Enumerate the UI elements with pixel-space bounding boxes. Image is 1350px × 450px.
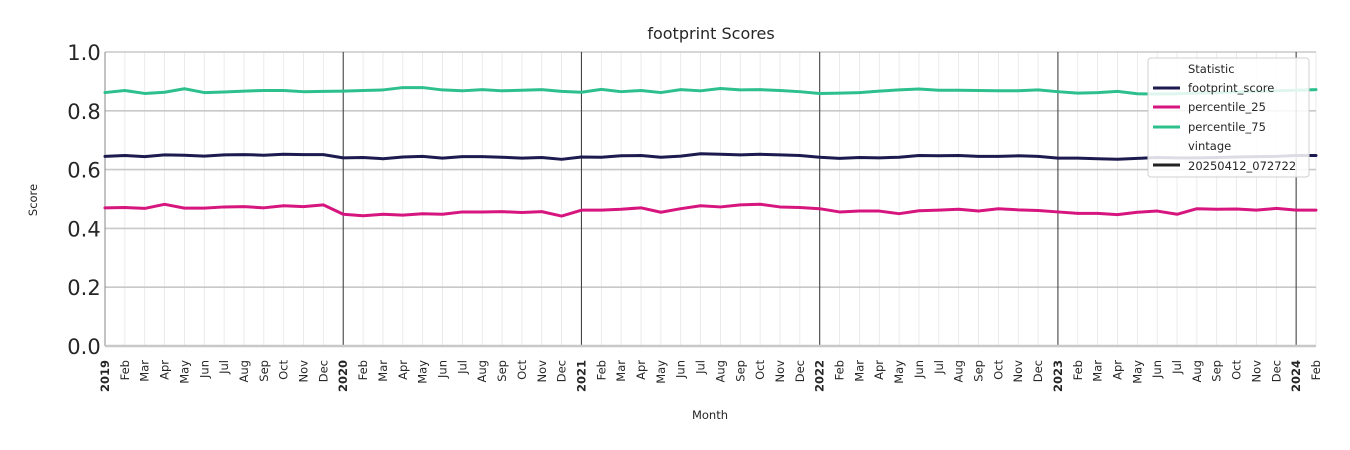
- x-tick-label-month: Dec: [1269, 360, 1283, 382]
- x-tick-label-month: Oct: [1230, 360, 1244, 380]
- legend: Statistic footprint_score percentile_25 …: [1147, 57, 1310, 178]
- legend-label-vintage: 20250412_072722: [1188, 159, 1296, 173]
- x-tick-label-year: 2023: [1051, 360, 1065, 392]
- x-tick-label-month: Apr: [634, 360, 648, 380]
- x-tick-label-month: Jun: [435, 360, 449, 379]
- x-tick-label-month: Jun: [197, 360, 211, 379]
- x-tick-label-month: Jul: [932, 360, 946, 375]
- major-gridlines: [105, 51, 1316, 289]
- x-tick-label-month: Sep: [972, 360, 986, 382]
- legend-title: Statistic: [1188, 62, 1235, 76]
- x-tick-label-month: Mar: [1091, 360, 1105, 382]
- x-tick-label-month: Mar: [614, 360, 628, 382]
- x-tick-label-month: Sep: [257, 360, 271, 382]
- x-tick-label-month: Jun: [912, 360, 926, 379]
- series-line-percentile-25: [103, 202, 1318, 218]
- x-tick-label-month: Jul: [694, 360, 708, 375]
- x-axis-label: Month: [692, 408, 728, 422]
- x-tick-label-year: 2021: [574, 360, 588, 392]
- x-tick-label-month: Oct: [277, 360, 291, 380]
- chart-title: footprint Scores: [647, 24, 774, 43]
- x-tick-label-month: Aug: [237, 360, 251, 382]
- x-tick-label-month: Feb: [118, 360, 132, 380]
- y-tick-label: 0.8: [67, 100, 100, 124]
- legend-box: [1147, 57, 1310, 178]
- x-tick-label-month: Feb: [833, 360, 847, 380]
- x-tick-label-year: 2024: [1289, 360, 1303, 392]
- x-tick-label-month: Nov: [773, 360, 787, 383]
- x-tick-label-month: Dec: [793, 360, 807, 382]
- y-tick-label: 1.0: [67, 41, 100, 65]
- y-tick-labels: 0.0 0.2 0.4 0.6 0.8 1.0: [67, 41, 100, 359]
- x-tick-label-month: Nov: [297, 360, 311, 383]
- legend-label-footprint-score: footprint_score: [1188, 81, 1274, 95]
- x-tick-label-month: Mar: [852, 360, 866, 382]
- x-tick-labels: 2019 Feb Mar Apr May Jun Jul Aug Sep Oct Nov Dec 202…: [98, 360, 1323, 392]
- x-tick-label-month: May: [416, 360, 430, 384]
- x-tick-label-month: Dec: [1031, 360, 1045, 382]
- y-tick-label: 0.0: [67, 335, 100, 359]
- x-tick-label-month: Aug: [713, 360, 727, 382]
- x-tick-label-month: Jul: [455, 360, 469, 375]
- x-tick-label-month: Feb: [1071, 360, 1085, 380]
- series-layer: [103, 86, 1318, 218]
- x-tick-label-month: May: [177, 360, 191, 384]
- y-tick-label: 0.2: [67, 276, 100, 300]
- x-tick-label-month: Dec: [555, 360, 569, 382]
- x-tick-label-month: Feb: [356, 360, 370, 380]
- x-tick-label-month: Oct: [753, 360, 767, 380]
- x-tick-label-month: Mar: [138, 360, 152, 382]
- y-tick-label: 0.6: [67, 159, 100, 183]
- y-axis-label: Score: [26, 184, 40, 216]
- x-tick-label-month: Jul: [217, 360, 231, 375]
- x-tick-label-month: Apr: [158, 360, 172, 380]
- series-line-percentile-75: [103, 86, 1318, 96]
- legend-subtitle-vintage: vintage: [1188, 139, 1231, 153]
- series-line-footprint-score: [103, 152, 1318, 161]
- x-tick-label-year: 2020: [336, 360, 350, 392]
- x-tick-label-month: Feb: [594, 360, 608, 380]
- x-tick-label-month: Feb: [1309, 360, 1323, 380]
- x-tick-label-month: Dec: [316, 360, 330, 382]
- x-tick-label-year: 2019: [98, 360, 112, 392]
- x-tick-label-month: Jun: [674, 360, 688, 379]
- x-tick-label-month: Jul: [1170, 360, 1184, 375]
- x-tick-label-month: Mar: [376, 360, 390, 382]
- x-tick-label-month: Sep: [495, 360, 509, 382]
- x-tick-label-month: Jun: [1150, 360, 1164, 379]
- x-tick-label-month: Oct: [991, 360, 1005, 380]
- y-tick-label: 0.4: [67, 217, 100, 241]
- x-tick-label-month: Sep: [1210, 360, 1224, 382]
- x-tick-label-year: 2022: [813, 360, 827, 392]
- x-tick-label-month: Aug: [952, 360, 966, 382]
- x-tick-label-month: Oct: [515, 360, 529, 380]
- x-tick-label-month: Aug: [475, 360, 489, 382]
- x-tick-label-month: Apr: [396, 360, 410, 380]
- x-tick-label-month: May: [1130, 360, 1144, 384]
- x-tick-label-month: Apr: [1110, 360, 1124, 380]
- legend-label-percentile-75: percentile_75: [1188, 120, 1266, 134]
- x-tick-label-month: Apr: [872, 360, 886, 380]
- x-tick-label-month: Nov: [1249, 360, 1263, 383]
- x-tick-label-month: May: [654, 360, 668, 384]
- x-tick-label-month: Nov: [535, 360, 549, 383]
- minor-gridlines: [124, 52, 1317, 346]
- x-tick-label-month: Aug: [1190, 360, 1204, 382]
- legend-label-percentile-25: percentile_25: [1188, 100, 1266, 114]
- x-tick-label-month: Sep: [733, 360, 747, 382]
- x-tick-label-month: Nov: [1011, 360, 1025, 383]
- x-tick-label-month: May: [892, 360, 906, 384]
